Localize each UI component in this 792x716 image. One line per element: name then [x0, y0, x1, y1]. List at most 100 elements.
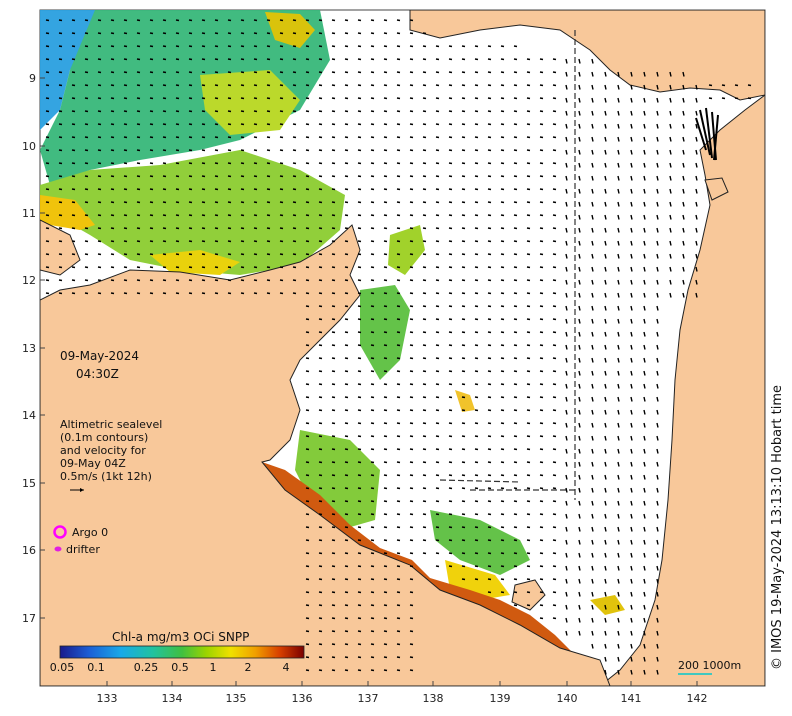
- velocity-arrow: [227, 149, 232, 152]
- velocity-arrow: [500, 422, 505, 425]
- velocity-arrow: [175, 214, 180, 217]
- velocity-arrow: [292, 162, 297, 165]
- velocity-arrow: [305, 97, 310, 100]
- velocity-arrow: [448, 58, 453, 61]
- velocity-arrow: [526, 578, 531, 581]
- velocity-arrow: [435, 110, 440, 113]
- velocity-arrow: [396, 162, 401, 165]
- velocity-arrow: [448, 227, 453, 230]
- velocity-arrow: [409, 487, 414, 490]
- velocity-arrow: [370, 513, 375, 516]
- velocity-arrow: [370, 656, 375, 659]
- velocity-arrow: [539, 500, 544, 503]
- velocity-arrow: [201, 253, 206, 256]
- velocity-arrow: [474, 318, 479, 321]
- velocity-arrow: [487, 383, 492, 386]
- velocity-arrow: [669, 227, 672, 233]
- velocity-arrow: [422, 500, 427, 503]
- velocity-arrow: [409, 344, 414, 347]
- velocity-arrow: [487, 71, 492, 74]
- velocity-arrow: [84, 84, 89, 87]
- velocity-arrow: [617, 370, 620, 376]
- velocity-arrow: [305, 526, 310, 529]
- velocity-arrow: [539, 526, 544, 529]
- velocity-arrow: [357, 396, 362, 399]
- velocity-arrow: [409, 292, 414, 295]
- velocity-arrow: [292, 175, 297, 178]
- velocity-arrow: [344, 643, 349, 646]
- velocity-arrow: [669, 162, 672, 168]
- velocity-arrow: [318, 526, 323, 529]
- velocity-arrow: [344, 526, 349, 529]
- velocity-arrow: [318, 84, 323, 87]
- velocity-arrow: [266, 227, 271, 230]
- velocity-arrow: [370, 201, 375, 204]
- velocity-arrow: [591, 552, 594, 558]
- land-island-east: [704, 177, 729, 201]
- velocity-arrow: [110, 175, 115, 178]
- velocity-arrow: [370, 526, 375, 529]
- velocity-arrow: [383, 357, 388, 360]
- velocity-arrow: [227, 123, 232, 126]
- velocity-arrow: [318, 656, 323, 659]
- velocity-arrow: [422, 123, 427, 126]
- velocity-arrow: [474, 500, 479, 503]
- velocity-arrow: [110, 84, 115, 87]
- velocity-arrow: [500, 513, 505, 516]
- velocity-arrow: [656, 448, 659, 454]
- velocity-arrow: [409, 604, 414, 607]
- velocity-arrow: [617, 513, 620, 519]
- velocity-arrow: [227, 58, 232, 61]
- velocity-arrow: [175, 279, 180, 282]
- velocity-arrow: [305, 539, 310, 542]
- velocity-arrow: [617, 435, 620, 441]
- velocity-arrow: [630, 214, 633, 220]
- velocity-arrow: [461, 552, 466, 555]
- velocity-arrow: [123, 240, 128, 243]
- land-cape-york: [599, 94, 765, 686]
- velocity-arrow: [643, 292, 646, 298]
- velocity-arrow: [201, 71, 206, 74]
- velocity-arrow: [643, 175, 646, 181]
- velocity-arrow: [97, 214, 102, 217]
- velocity-arrow: [591, 240, 594, 246]
- velocity-arrow: [461, 305, 466, 308]
- velocity-arrow: [435, 279, 440, 282]
- velocity-arrow: [513, 383, 518, 386]
- velocity-arrow: [513, 396, 518, 399]
- velocity-arrow: [669, 253, 672, 259]
- velocity-arrow: [591, 513, 594, 519]
- velocity-arrow: [123, 266, 128, 269]
- velocity-arrow: [292, 58, 297, 61]
- velocity-arrow: [448, 162, 453, 165]
- velocity-arrow: [682, 201, 685, 207]
- velocity-arrow: [383, 97, 388, 100]
- velocity-arrow: [643, 448, 646, 454]
- velocity-arrow: [357, 383, 362, 386]
- colorbar-tick-label: 0.1: [87, 661, 105, 674]
- velocity-arrow: [396, 630, 401, 633]
- velocity-arrow: [604, 123, 607, 129]
- velocity-arrow: [396, 487, 401, 490]
- velocity-arrow: [552, 110, 557, 113]
- velocity-arrow: [396, 279, 401, 282]
- velocity-arrow: [227, 84, 232, 87]
- velocity-arrow: [149, 45, 154, 48]
- velocity-arrow: [747, 97, 752, 100]
- velocity-arrow: [422, 435, 427, 438]
- velocity-arrow: [71, 149, 76, 152]
- velocity-arrow: [474, 58, 479, 61]
- velocity-arrow: [383, 253, 388, 256]
- velocity-arrow: [604, 396, 607, 402]
- velocity-arrow: [214, 71, 219, 74]
- velocity-arrow: [461, 110, 466, 113]
- velocity-arrow: [110, 19, 115, 22]
- velocity-arrow: [630, 188, 633, 194]
- velocity-arrow: [305, 396, 310, 399]
- velocity-arrow: [266, 45, 271, 48]
- velocity-arrow: [552, 305, 557, 308]
- velocity-arrow: [578, 162, 581, 168]
- velocity-arrow: [591, 539, 594, 545]
- velocity-arrow: [461, 71, 466, 74]
- velocity-arrow: [604, 318, 607, 324]
